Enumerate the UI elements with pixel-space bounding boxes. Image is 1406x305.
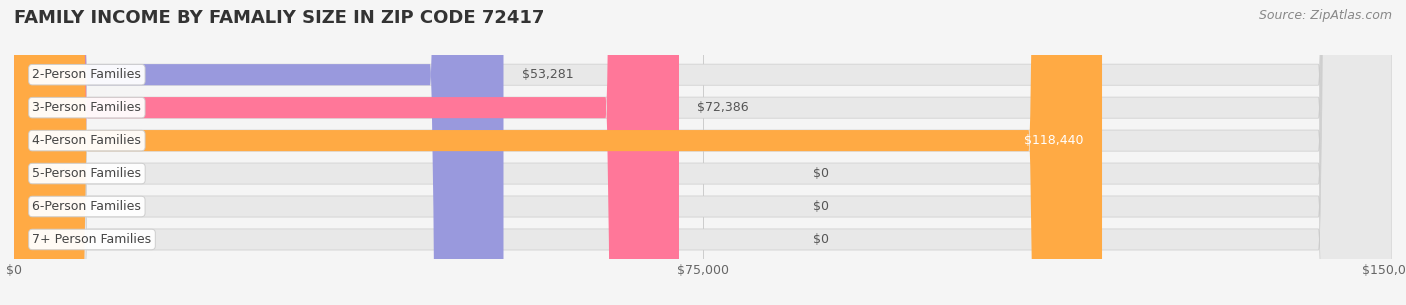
FancyBboxPatch shape <box>14 0 1392 305</box>
Text: $0: $0 <box>813 200 830 213</box>
Text: FAMILY INCOME BY FAMALIY SIZE IN ZIP CODE 72417: FAMILY INCOME BY FAMALIY SIZE IN ZIP COD… <box>14 9 544 27</box>
FancyBboxPatch shape <box>14 0 1392 305</box>
FancyBboxPatch shape <box>14 0 1392 305</box>
FancyBboxPatch shape <box>14 0 503 305</box>
Text: $118,440: $118,440 <box>1024 134 1084 147</box>
Text: $53,281: $53,281 <box>522 68 574 81</box>
Text: Source: ZipAtlas.com: Source: ZipAtlas.com <box>1258 9 1392 22</box>
Text: $0: $0 <box>813 167 830 180</box>
Text: 5-Person Families: 5-Person Families <box>32 167 142 180</box>
FancyBboxPatch shape <box>14 0 1392 305</box>
Text: $0: $0 <box>813 233 830 246</box>
FancyBboxPatch shape <box>14 0 1102 305</box>
Text: 3-Person Families: 3-Person Families <box>32 101 142 114</box>
Text: 6-Person Families: 6-Person Families <box>32 200 142 213</box>
FancyBboxPatch shape <box>14 0 1392 305</box>
Text: 7+ Person Families: 7+ Person Families <box>32 233 152 246</box>
Text: 4-Person Families: 4-Person Families <box>32 134 142 147</box>
Text: $72,386: $72,386 <box>697 101 749 114</box>
FancyBboxPatch shape <box>14 0 679 305</box>
FancyBboxPatch shape <box>14 0 1392 305</box>
Text: 2-Person Families: 2-Person Families <box>32 68 142 81</box>
